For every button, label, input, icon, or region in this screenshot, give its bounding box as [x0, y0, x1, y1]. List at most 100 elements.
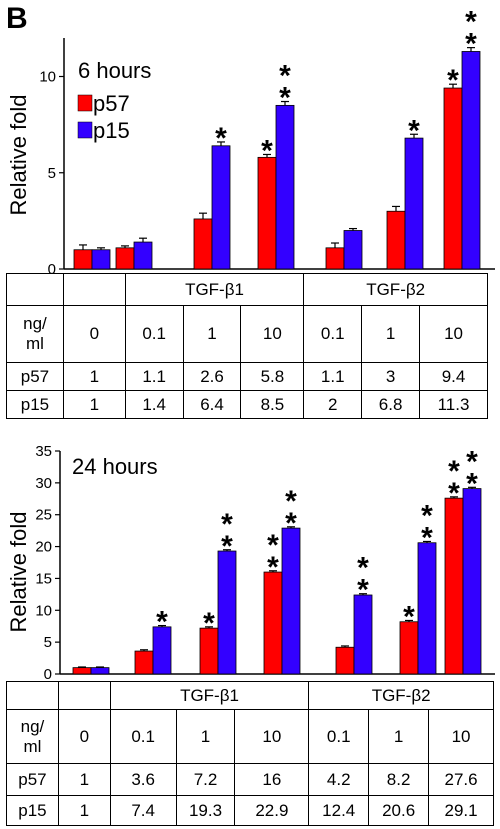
significance-star: *	[408, 114, 420, 147]
significance-star: *	[466, 467, 478, 500]
legend-label-p57: p57	[93, 91, 130, 116]
table-cell: 1	[62, 390, 126, 419]
significance-star: *	[285, 485, 297, 518]
table-cell: 0.1	[109, 709, 177, 764]
table-cell: 3	[361, 362, 421, 391]
table-cell: 6.8	[361, 390, 421, 419]
bar-p57	[444, 497, 464, 675]
bar-p57	[72, 667, 92, 675]
significance-star: *	[203, 607, 215, 640]
chart-title: 24 hours	[72, 454, 158, 479]
row-header-concentration: ng/ ml	[6, 709, 59, 764]
table-cell: 1	[175, 709, 236, 764]
significance-star: *	[279, 82, 291, 115]
table-cell: 0.1	[303, 305, 363, 363]
bar-p57	[134, 650, 154, 675]
bar-p15	[417, 542, 437, 675]
table-cell: 19.3	[175, 795, 236, 826]
bar-p57	[73, 249, 93, 270]
table-cell: 3.6	[109, 763, 177, 796]
table-cell: 9.4	[419, 362, 488, 391]
y-tick-label: 10	[39, 69, 56, 86]
row-label-p15: p15	[6, 795, 59, 826]
table-cell: 1	[361, 305, 421, 363]
table-cell: 10	[428, 709, 494, 764]
chart-title: 6 hours	[78, 58, 151, 83]
group-header-tgf-b1: TGF-β1	[124, 273, 305, 306]
significance-star: *	[279, 60, 291, 93]
bar-p15	[353, 594, 373, 675]
bar-p57	[325, 247, 345, 270]
bar-p57	[335, 646, 355, 675]
table-blank-cell	[57, 681, 111, 710]
table-cell: 2.6	[182, 362, 242, 391]
legend-swatch-p57	[77, 94, 93, 112]
table-cell: 0.1	[124, 305, 184, 363]
significance-star: *	[421, 499, 433, 532]
bar-p15	[217, 550, 237, 675]
significance-star: *	[156, 606, 168, 639]
table-cell: 1.4	[124, 390, 184, 419]
table-cell: 6.4	[182, 390, 242, 419]
bar-p57	[263, 571, 283, 675]
table-cell: 1	[368, 709, 430, 764]
table-cell: 0	[62, 305, 126, 363]
significance-star: *	[466, 445, 478, 478]
y-tick-label: 0	[48, 261, 56, 278]
table-cell: 8.2	[368, 763, 430, 796]
y-tick-label: 35	[35, 443, 52, 460]
table-cell: 22.9	[234, 795, 310, 826]
significance-star: *	[447, 64, 459, 97]
bar-p15	[90, 667, 110, 675]
table-cell: 8.5	[240, 390, 305, 419]
significance-star: *	[221, 530, 233, 563]
table-cell: 10	[234, 709, 310, 764]
group-header-tgf-b1: TGF-β1	[109, 681, 310, 710]
panel-label: B	[6, 2, 28, 35]
y-tick-label: 10	[35, 602, 52, 619]
row-label-p15: p15	[6, 390, 64, 419]
significance-star: *	[215, 122, 227, 155]
bar-p15	[275, 104, 295, 270]
row-label-p57: p57	[6, 763, 59, 796]
table-cell: 12.4	[308, 795, 370, 826]
y-tick-label: 20	[35, 539, 52, 556]
significance-star: *	[465, 28, 477, 61]
row-header-line: ml	[25, 334, 44, 353]
bar-p57	[193, 218, 213, 270]
significance-star: *	[448, 455, 460, 488]
table-cell: 4.2	[308, 763, 370, 796]
bar-p57	[386, 210, 406, 270]
table-cell: 7.4	[109, 795, 177, 826]
y-tick-label: 5	[48, 165, 56, 182]
table-cell: 7.2	[175, 763, 236, 796]
group-header-tgf-b2: TGF-β2	[303, 273, 488, 306]
data-table-6-hours: TGF-β1 TGF-β2 ng/ ml 0 0.1 1 10 0.1 1 10…	[6, 273, 488, 419]
data-table-24-hours: TGF-β1 TGF-β2 ng/ ml 0 0.1 1 10 0.1 1 10…	[6, 681, 494, 826]
legend-label-p15: p15	[93, 118, 130, 143]
bar-p15	[91, 249, 111, 270]
table-cell: 1.1	[303, 362, 363, 391]
bar-p15	[133, 241, 153, 270]
table-cell: 29.1	[428, 795, 494, 826]
y-tick-label: 15	[35, 570, 52, 587]
bar-p15	[461, 51, 481, 270]
y-tick-label: 25	[35, 507, 52, 524]
table-blank-cell	[62, 273, 126, 306]
bar-p15	[404, 137, 424, 270]
significance-star: *	[357, 552, 369, 585]
bar-p15	[281, 527, 301, 675]
table-cell: 5.8	[240, 362, 305, 391]
row-header-line: ng/	[23, 314, 47, 333]
row-header-line: ml	[23, 736, 42, 756]
significance-star: *	[267, 529, 279, 562]
table-cell: 11.3	[419, 390, 488, 419]
row-header-line: ng/	[20, 716, 45, 736]
bar-p57	[443, 87, 463, 270]
significance-star: *	[465, 6, 477, 39]
significance-star: *	[403, 600, 415, 633]
table-corner-cell	[6, 681, 59, 710]
table-cell: 10	[240, 305, 305, 363]
legend-swatch-p15	[77, 121, 93, 139]
bar-p15	[152, 626, 172, 675]
